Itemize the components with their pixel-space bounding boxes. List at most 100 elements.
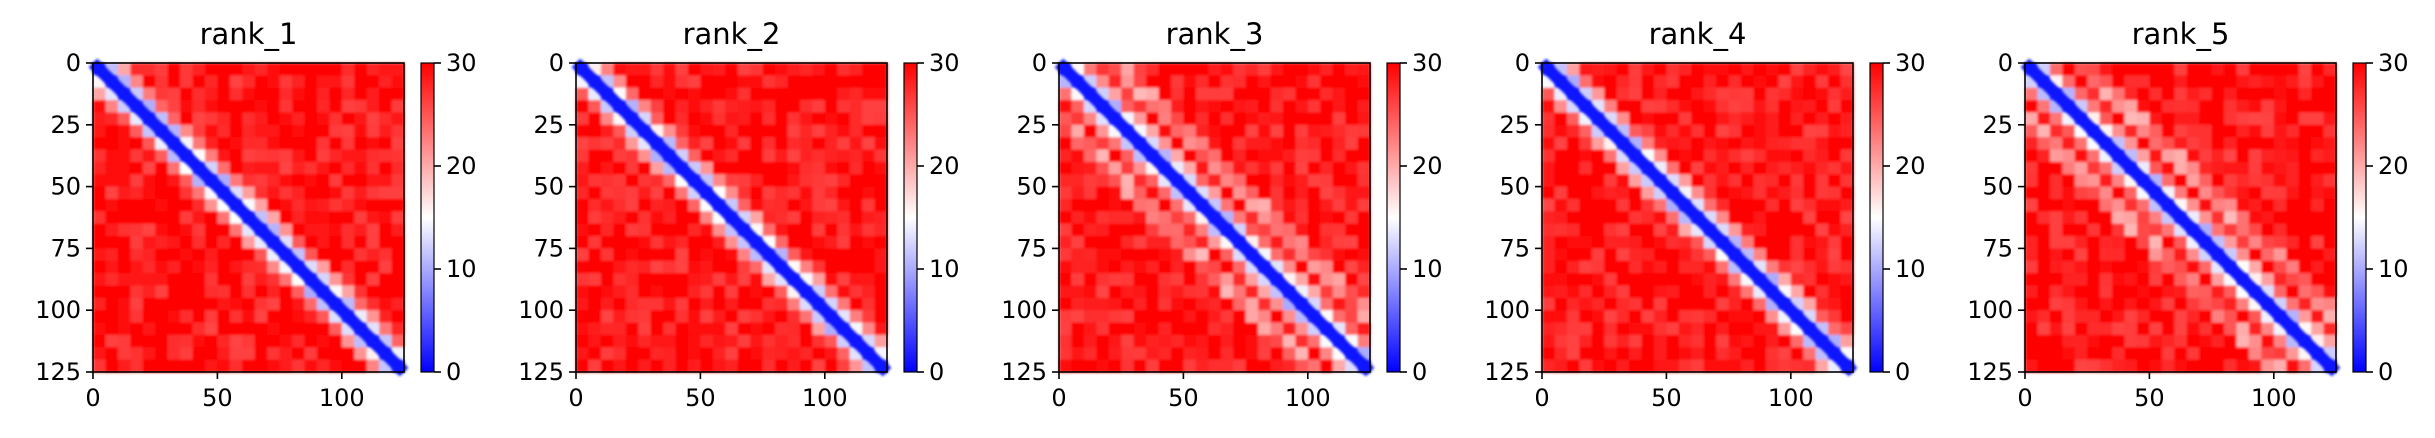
heatmap-cell <box>2323 198 2337 212</box>
heatmap-cell <box>1542 248 1556 262</box>
heatmap-cell <box>2273 248 2287 262</box>
heatmap-cell <box>217 322 231 336</box>
heatmap-cell <box>824 161 838 175</box>
heatmap-cell <box>613 186 627 200</box>
heatmap-cell <box>180 297 194 311</box>
heatmap-cell <box>155 260 169 274</box>
heatmap-cell <box>849 236 863 249</box>
heatmap-cell <box>2211 198 2225 212</box>
heatmap-cell <box>638 347 652 361</box>
colorbar-tick-label: 10 <box>1895 255 1926 283</box>
heatmap-cell <box>1307 186 1321 200</box>
heatmap-cell <box>2261 63 2275 76</box>
heatmap-cell <box>1666 236 1680 249</box>
heatmap-cell <box>167 285 181 299</box>
heatmap-cell <box>142 198 156 212</box>
colorbar-tick-label: 0 <box>1895 358 1910 386</box>
heatmap-cell <box>2049 273 2063 287</box>
heatmap-cell <box>1616 297 1630 311</box>
heatmap-cell <box>1554 310 1568 324</box>
heatmap-cell <box>2323 297 2337 311</box>
heatmap-cell <box>1158 359 1172 373</box>
heatmap-cell <box>687 198 701 212</box>
heatmap-cell <box>1653 87 1667 101</box>
heatmap-cell <box>2224 347 2238 361</box>
heatmap-cell <box>2323 149 2337 163</box>
x-tick-label: 100 <box>319 384 365 412</box>
heatmap-cell <box>1790 174 1804 188</box>
heatmap-cell <box>1542 112 1556 126</box>
heatmap-cell <box>167 322 181 336</box>
heatmap-cell <box>2087 198 2101 212</box>
heatmap-cell <box>1108 236 1122 249</box>
heatmap-cell <box>229 161 243 175</box>
heatmap-cell <box>799 100 813 114</box>
heatmap-cell <box>576 211 590 225</box>
heatmap-cell <box>2087 285 2101 299</box>
heatmap-cell <box>1604 75 1618 89</box>
heatmap-cell <box>700 87 714 101</box>
heatmap-cell <box>1666 334 1680 348</box>
heatmap-cell <box>2236 174 2250 188</box>
heatmap-cell <box>1195 124 1209 138</box>
heatmap-cell <box>1803 161 1817 175</box>
heatmap-cell <box>1270 347 1284 361</box>
heatmap-cell <box>874 100 888 114</box>
heatmap-cell <box>2037 260 2051 274</box>
heatmap-cell <box>1059 87 1073 101</box>
heatmap-cell <box>1678 75 1692 89</box>
heatmap-cell <box>737 310 751 324</box>
heatmap-cell <box>167 75 181 89</box>
heatmap-cell <box>1579 260 1593 274</box>
heatmap-cell <box>862 124 876 138</box>
heatmap-cell <box>2049 124 2063 138</box>
heatmap-cell <box>1741 285 1755 299</box>
heatmap-cell <box>105 198 119 212</box>
heatmap-cell <box>204 87 218 101</box>
heatmap-cell <box>1233 174 1247 188</box>
heatmap-cell <box>1345 310 1359 324</box>
heatmap-cell <box>588 260 602 274</box>
heatmap-cell <box>117 347 131 361</box>
heatmap-cell <box>1133 297 1147 311</box>
heatmap-cell <box>180 186 194 200</box>
heatmap-cell <box>1170 359 1184 373</box>
heatmap-cell <box>1295 198 1309 212</box>
heatmap-cell <box>849 137 863 151</box>
heatmap-cell <box>625 297 639 311</box>
heatmap-cell <box>1703 161 1717 175</box>
heatmap-cell <box>712 100 726 114</box>
heatmap-cell <box>1096 260 1110 274</box>
heatmap-cell <box>2149 297 2163 311</box>
heatmap-cell <box>329 124 343 138</box>
heatmap-cell <box>1133 112 1147 126</box>
heatmap-cell <box>1233 100 1247 114</box>
heatmap-cell <box>2298 310 2312 324</box>
heatmap-cell <box>1195 248 1209 262</box>
heatmap-cell <box>117 112 131 126</box>
heatmap-cell <box>192 236 206 249</box>
heatmap-cell <box>304 186 318 200</box>
heatmap-cell <box>2186 149 2200 163</box>
heatmap-cell <box>750 174 764 188</box>
heatmap-cell <box>1803 347 1817 361</box>
heatmap-cell <box>2062 124 2076 138</box>
heatmap-cell <box>1566 63 1580 76</box>
heatmap-cell <box>2199 100 2213 114</box>
heatmap-cell <box>2136 63 2150 76</box>
heatmap-cell <box>93 87 107 101</box>
heatmap-cell <box>1245 198 1259 212</box>
heatmap-cell <box>1332 273 1346 287</box>
heatmap-cell <box>862 63 876 76</box>
heatmap-cell <box>1096 161 1110 175</box>
heatmap-cell <box>1753 75 1767 89</box>
heatmap-cell <box>354 161 368 175</box>
heatmap-cell <box>180 75 194 89</box>
heatmap-cell <box>1778 87 1792 101</box>
heatmap-cell <box>2124 273 2138 287</box>
heatmap-cell <box>1741 334 1755 348</box>
heatmap-cell <box>1183 260 1197 274</box>
heatmap-cell <box>1778 174 1792 188</box>
heatmap-cell <box>1604 322 1618 336</box>
heatmap-cell <box>130 174 144 188</box>
